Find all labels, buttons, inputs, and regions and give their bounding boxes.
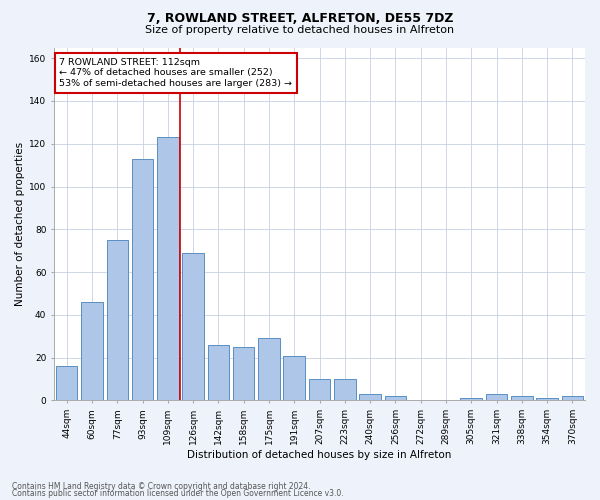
Text: Size of property relative to detached houses in Alfreton: Size of property relative to detached ho… [145,25,455,35]
Bar [385,396,406,400]
Text: Contains public sector information licensed under the Open Government Licence v3: Contains public sector information licen… [12,489,344,498]
Bar [359,394,381,400]
Bar [258,338,280,400]
Text: 7, ROWLAND STREET, ALFRETON, DE55 7DZ: 7, ROWLAND STREET, ALFRETON, DE55 7DZ [147,12,453,26]
Bar [157,138,179,400]
Bar [309,379,330,400]
Bar [182,253,204,400]
Bar [460,398,482,400]
Bar [132,158,153,400]
Bar [562,396,583,400]
Bar [81,302,103,400]
Bar [56,366,77,400]
Bar [283,356,305,401]
X-axis label: Distribution of detached houses by size in Alfreton: Distribution of detached houses by size … [187,450,452,460]
Bar [208,345,229,401]
Bar [486,394,507,400]
Y-axis label: Number of detached properties: Number of detached properties [15,142,25,306]
Bar [233,347,254,401]
Bar [536,398,558,400]
Bar [511,396,533,400]
Bar [334,379,356,400]
Text: 7 ROWLAND STREET: 112sqm
← 47% of detached houses are smaller (252)
53% of semi-: 7 ROWLAND STREET: 112sqm ← 47% of detach… [59,58,292,88]
Bar [107,240,128,400]
Text: Contains HM Land Registry data © Crown copyright and database right 2024.: Contains HM Land Registry data © Crown c… [12,482,311,491]
